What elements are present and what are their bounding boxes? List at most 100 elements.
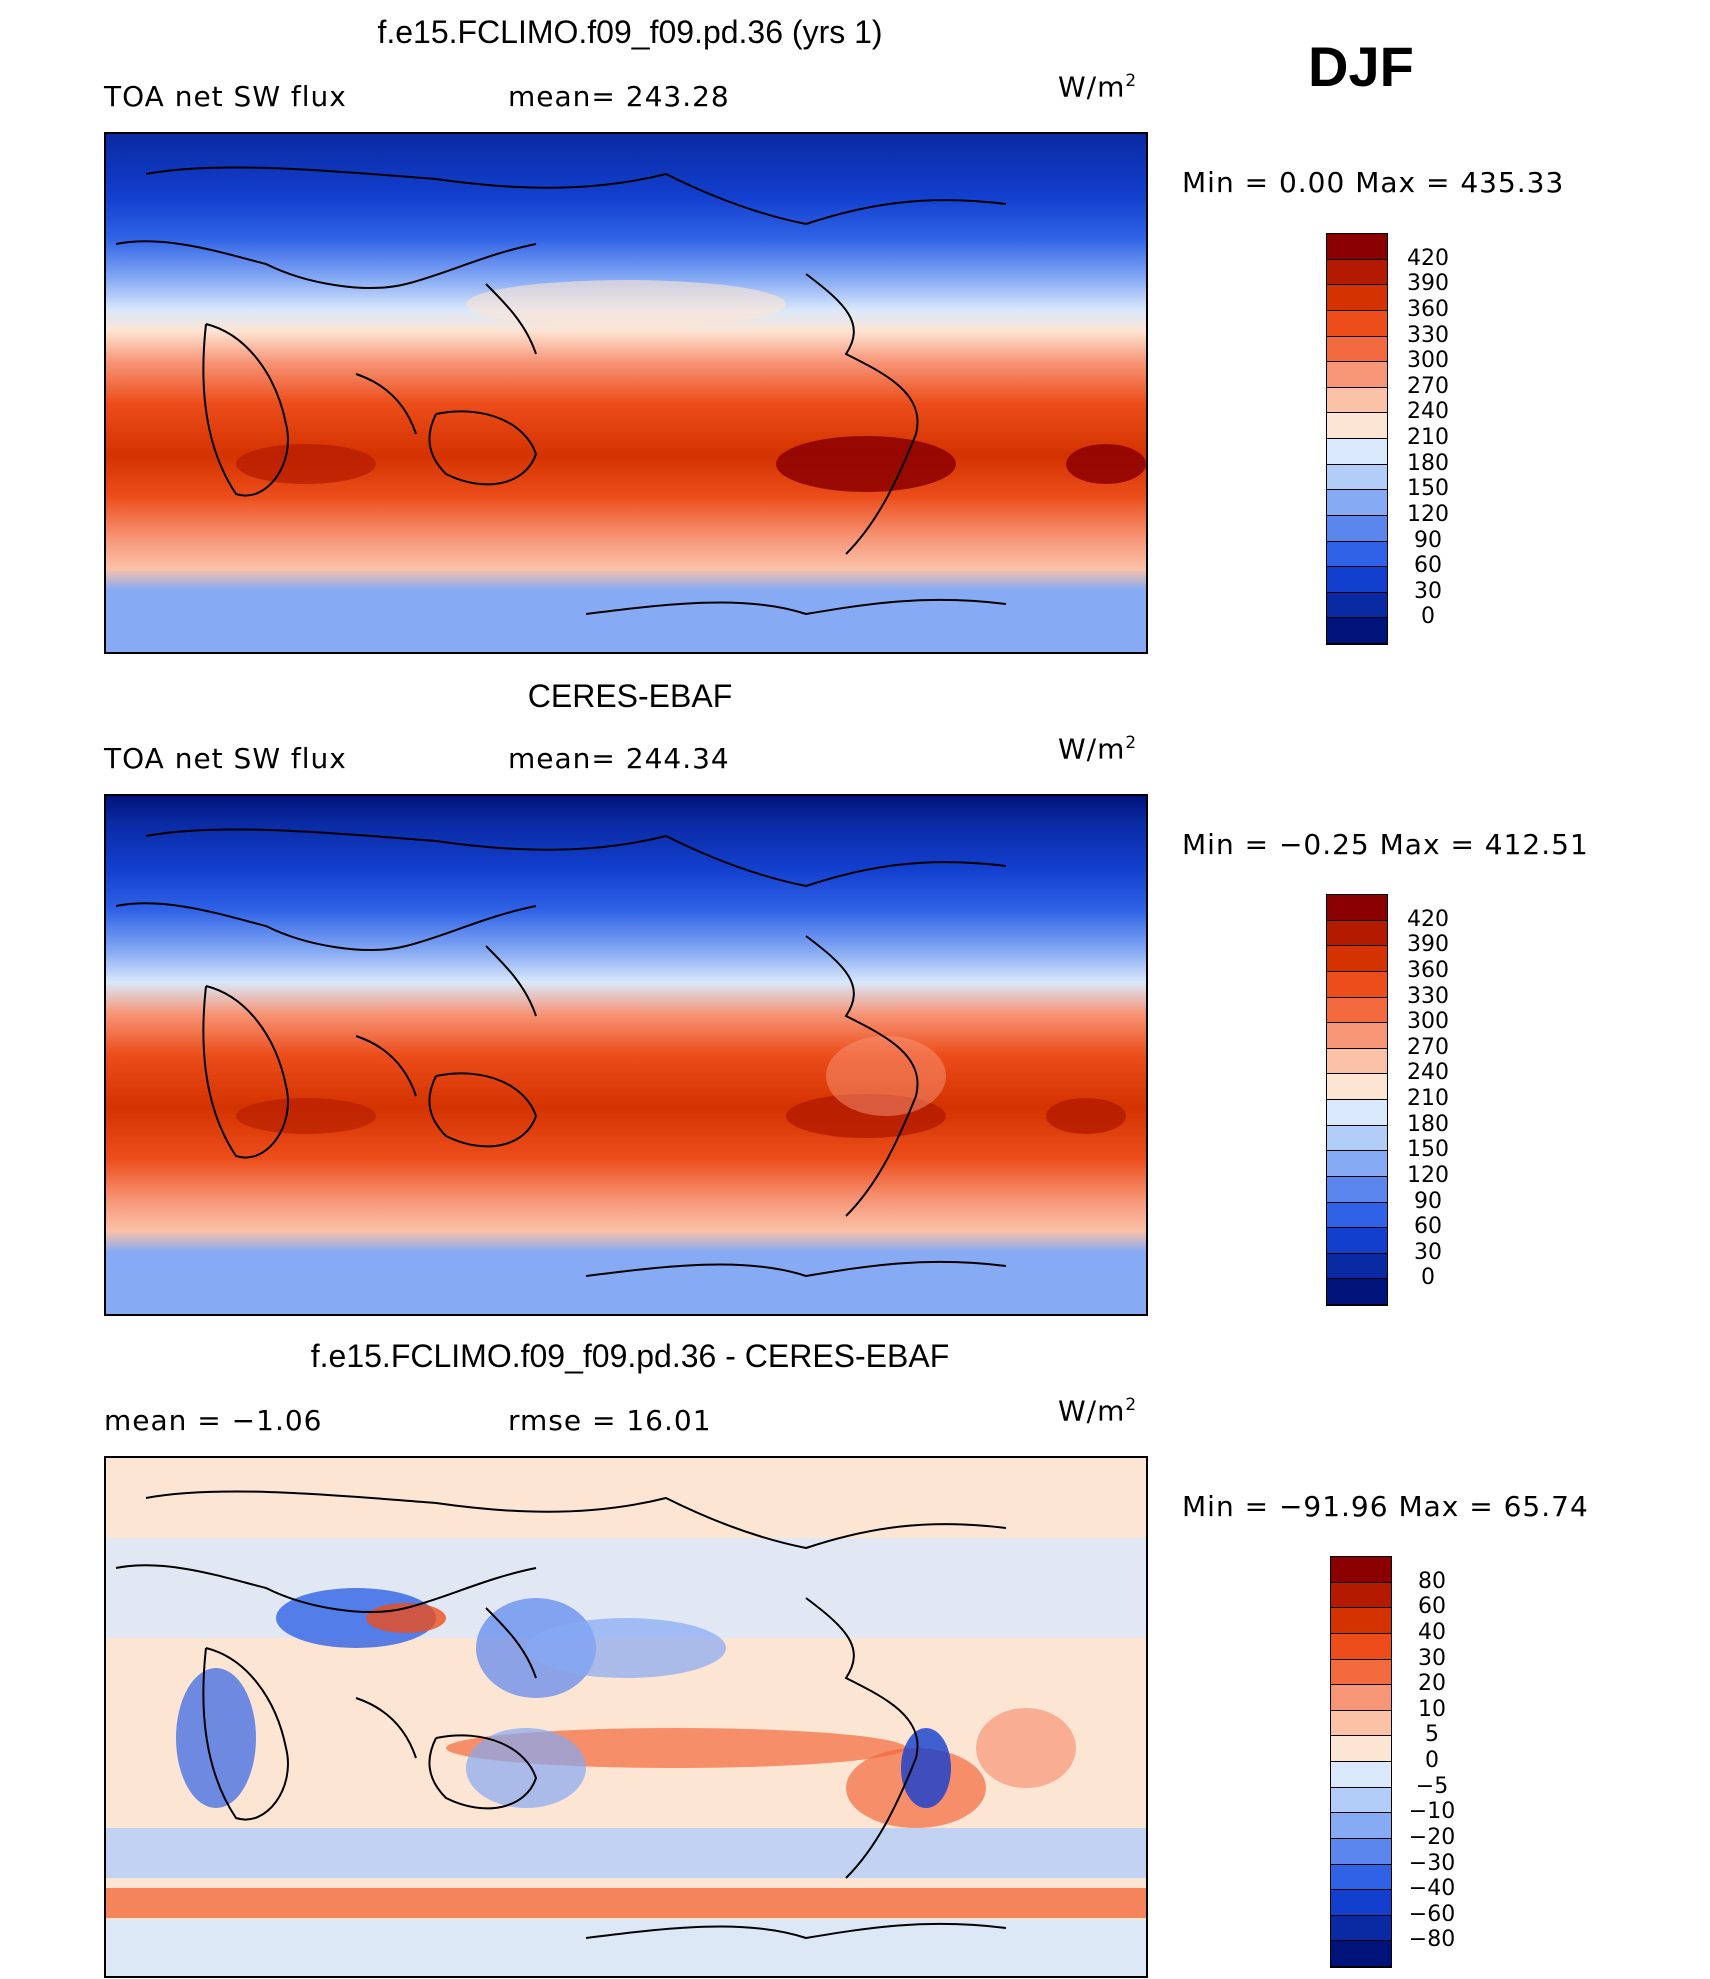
panel-2-units: W/m2 bbox=[1058, 732, 1138, 766]
colorbar-swatch bbox=[1327, 1048, 1387, 1075]
colorbar-tick-label: 30 bbox=[1418, 1645, 1446, 1671]
colorbar-swatch bbox=[1327, 310, 1387, 337]
colorbar-tick-label: 330 bbox=[1407, 322, 1449, 348]
colorbar-swatch bbox=[1331, 1608, 1391, 1634]
colorbar-tick-label: 90 bbox=[1414, 1188, 1442, 1214]
colorbar-swatch bbox=[1327, 567, 1387, 593]
colorbar-swatch bbox=[1327, 1202, 1387, 1229]
colorbar-swatch bbox=[1331, 1838, 1391, 1865]
colorbar-tick-label: 210 bbox=[1407, 1086, 1449, 1111]
colorbar-tick-label: 30 bbox=[1414, 578, 1442, 604]
panel-2-minmax: Min = −0.25 Max = 412.51 bbox=[1182, 828, 1589, 861]
colorbar-swatch bbox=[1331, 1710, 1391, 1737]
colorbar-swatch bbox=[1331, 1813, 1391, 1839]
panel-1-map bbox=[104, 132, 1148, 654]
colorbar-swatch bbox=[1327, 971, 1387, 998]
panel-2-colorbar-labels: 420 390 360 330 300 270 240 210 180 150 120 90 60 30 0 bbox=[1398, 894, 1458, 1304]
colorbar-tick-label: 390 bbox=[1407, 271, 1449, 297]
colorbar-swatch bbox=[1327, 541, 1387, 568]
colorbar-swatch bbox=[1327, 946, 1387, 972]
colorbar-swatch bbox=[1331, 1787, 1391, 1814]
colorbar-swatch bbox=[1331, 1557, 1391, 1583]
colorbar-swatch bbox=[1327, 490, 1387, 516]
colorbar-swatch bbox=[1327, 259, 1387, 286]
colorbar-tick-label: 0 bbox=[1421, 1265, 1435, 1291]
panel-3-map bbox=[104, 1456, 1148, 1978]
colorbar-tick-label: 270 bbox=[1407, 1034, 1449, 1060]
colorbar-tick-label: −60 bbox=[1408, 1901, 1456, 1927]
panel-1-units: W/m2 bbox=[1058, 70, 1138, 104]
colorbar-tick-label: −5 bbox=[1415, 1773, 1449, 1799]
panel-1-coastlines bbox=[115, 166, 1007, 616]
panel-2-variable: TOA net SW flux bbox=[104, 742, 347, 775]
colorbar-tick-label: 390 bbox=[1407, 932, 1449, 958]
panel-2-map bbox=[104, 794, 1148, 1316]
colorbar-swatch bbox=[1327, 997, 1387, 1024]
colorbar-swatch bbox=[1327, 1279, 1387, 1305]
colorbar-swatch bbox=[1327, 464, 1387, 491]
colorbar-tick-label: 180 bbox=[1407, 450, 1449, 476]
colorbar-tick-label: 420 bbox=[1407, 906, 1449, 932]
colorbar-tick-label: 60 bbox=[1414, 553, 1442, 579]
panel-2-colorbar bbox=[1326, 894, 1388, 1306]
colorbar-swatch bbox=[1327, 387, 1387, 414]
panel-3-minmax: Min = −91.96 Max = 65.74 bbox=[1182, 1490, 1589, 1523]
season-label: DJF bbox=[1308, 35, 1414, 98]
colorbar-tick-label: 270 bbox=[1407, 373, 1449, 399]
colorbar-swatch bbox=[1327, 285, 1387, 311]
panel-1-colorbar bbox=[1326, 233, 1388, 645]
panel-1-minmax: Min = 0.00 Max = 435.33 bbox=[1182, 166, 1565, 199]
colorbar-tick-label: 150 bbox=[1407, 1137, 1449, 1163]
panel-1-colorbar-labels: 420 390 360 330 300 270 240 210 180 150 120 90 60 30 0 bbox=[1398, 233, 1458, 643]
colorbar-swatch bbox=[1327, 618, 1387, 644]
colorbar-swatch bbox=[1331, 1890, 1391, 1916]
panel-1-map-field bbox=[106, 134, 1146, 652]
colorbar-swatch bbox=[1327, 592, 1387, 619]
colorbar-tick-label: −30 bbox=[1408, 1850, 1456, 1876]
colorbar-tick-label: 120 bbox=[1407, 1162, 1449, 1188]
colorbar-swatch bbox=[1331, 1864, 1391, 1891]
panel-3-colorbar-labels: 80 60 40 30 20 10 5 0 −5 −10 −20 −30 −40 −60 −80 bbox=[1402, 1556, 1462, 1966]
colorbar-tick-label: 90 bbox=[1414, 527, 1442, 553]
panel-3-colorbar bbox=[1330, 1556, 1392, 1968]
colorbar-swatch bbox=[1331, 1941, 1391, 1967]
colorbar-tick-label: 10 bbox=[1418, 1696, 1446, 1722]
colorbar-swatch bbox=[1331, 1915, 1391, 1942]
colorbar-tick-label: 30 bbox=[1414, 1239, 1442, 1265]
colorbar-swatch bbox=[1327, 234, 1387, 260]
colorbar-swatch bbox=[1327, 920, 1387, 947]
colorbar-swatch bbox=[1327, 895, 1387, 921]
colorbar-tick-label: 60 bbox=[1414, 1214, 1442, 1240]
colorbar-tick-label: 330 bbox=[1407, 983, 1449, 1009]
colorbar-swatch bbox=[1327, 1074, 1387, 1100]
colorbar-tick-label: 300 bbox=[1407, 348, 1449, 374]
panel-2-mean: mean= 244.34 bbox=[508, 742, 730, 775]
colorbar-swatch bbox=[1327, 413, 1387, 439]
colorbar-swatch bbox=[1327, 362, 1387, 388]
colorbar-swatch bbox=[1327, 1125, 1387, 1152]
colorbar-tick-label: 210 bbox=[1407, 425, 1449, 450]
colorbar-swatch bbox=[1327, 1176, 1387, 1203]
colorbar-tick-label: 20 bbox=[1418, 1671, 1446, 1697]
colorbar-swatch bbox=[1327, 336, 1387, 363]
colorbar-swatch bbox=[1327, 1151, 1387, 1177]
colorbar-tick-label: 240 bbox=[1407, 399, 1449, 425]
colorbar-tick-label: 180 bbox=[1407, 1111, 1449, 1137]
colorbar-tick-label: 360 bbox=[1407, 957, 1449, 983]
colorbar-tick-label: 300 bbox=[1407, 1009, 1449, 1035]
colorbar-tick-label: 60 bbox=[1418, 1594, 1446, 1620]
panel-3-coastlines bbox=[115, 1490, 1007, 1940]
colorbar-tick-label: −10 bbox=[1408, 1799, 1456, 1825]
colorbar-tick-label: 240 bbox=[1407, 1060, 1449, 1086]
colorbar-swatch bbox=[1327, 1100, 1387, 1126]
colorbar-swatch bbox=[1327, 515, 1387, 542]
colorbar-tick-label: 0 bbox=[1425, 1748, 1439, 1773]
panel-1-title: f.e15.FCLIMO.f09_f09.pd.36 (yrs 1) bbox=[377, 14, 883, 50]
colorbar-tick-label: 5 bbox=[1425, 1722, 1439, 1748]
colorbar-tick-label: 0 bbox=[1421, 604, 1435, 630]
colorbar-swatch bbox=[1331, 1736, 1391, 1762]
panel-3-map-field bbox=[106, 1458, 1146, 1976]
panel-3-rmse: rmse = 16.01 bbox=[508, 1404, 712, 1437]
colorbar-swatch bbox=[1331, 1762, 1391, 1788]
panel-3-units: W/m2 bbox=[1058, 1394, 1138, 1428]
